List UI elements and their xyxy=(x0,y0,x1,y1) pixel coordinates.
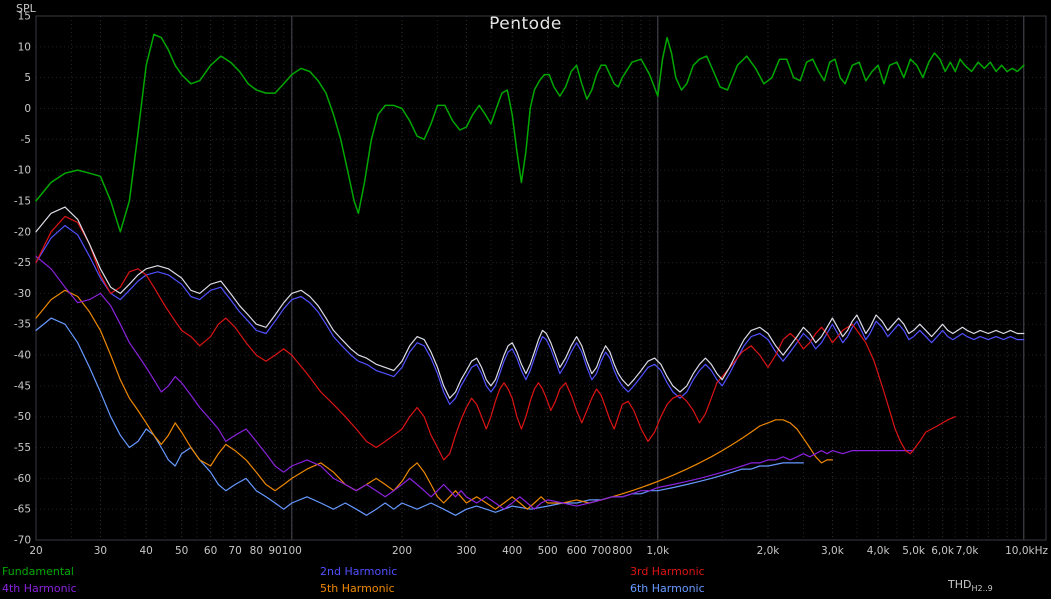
svg-text:700: 700 xyxy=(591,545,611,557)
svg-text:10: 10 xyxy=(18,41,31,53)
svg-text:80: 80 xyxy=(250,545,263,557)
legend-2nd-harmonic[interactable]: 2nd Harmonic xyxy=(320,565,398,578)
svg-text:90: 90 xyxy=(268,545,281,557)
svg-text:-5: -5 xyxy=(21,134,31,146)
svg-text:-45: -45 xyxy=(14,380,31,392)
svg-text:600: 600 xyxy=(567,545,587,557)
svg-text:-50: -50 xyxy=(14,411,31,423)
svg-text:-65: -65 xyxy=(14,504,31,516)
svg-text:5: 5 xyxy=(24,72,31,84)
svg-text:300: 300 xyxy=(456,545,476,557)
svg-text:50: 50 xyxy=(175,545,188,557)
svg-text:1,0k: 1,0k xyxy=(646,545,670,557)
svg-text:3,0k: 3,0k xyxy=(821,545,845,557)
svg-text:15: 15 xyxy=(18,11,31,23)
svg-text:500: 500 xyxy=(538,545,558,557)
legend-3rd-harmonic[interactable]: 3rd Harmonic xyxy=(630,565,705,578)
legend-4th-harmonic[interactable]: 4th Harmonic xyxy=(2,582,77,595)
svg-text:800: 800 xyxy=(612,545,632,557)
svg-text:6,0k: 6,0k xyxy=(931,545,955,557)
legend-thd[interactable]: THDH2..9 xyxy=(948,578,993,593)
svg-text:100: 100 xyxy=(282,545,302,557)
svg-text:-55: -55 xyxy=(14,442,31,454)
chart-title: Pentode xyxy=(489,14,562,34)
legend-fundamental[interactable]: Fundamental xyxy=(2,565,74,578)
svg-text:-40: -40 xyxy=(14,350,31,362)
legend-5th-harmonic[interactable]: 5th Harmonic xyxy=(320,582,395,595)
plot-area[interactable]: 151050-5-10-15-20-25-30-35-40-45-50-55-6… xyxy=(0,0,1051,560)
svg-text:400: 400 xyxy=(502,545,522,557)
svg-text:200: 200 xyxy=(392,545,412,557)
svg-text:70: 70 xyxy=(228,545,241,557)
svg-text:-70: -70 xyxy=(14,535,31,547)
svg-text:-30: -30 xyxy=(14,288,31,300)
svg-text:20: 20 xyxy=(29,545,42,557)
svg-text:-15: -15 xyxy=(14,195,31,207)
svg-text:-60: -60 xyxy=(14,473,31,485)
svg-text:7,0k: 7,0k xyxy=(956,545,980,557)
y-axis-label: SPL xyxy=(16,2,36,15)
thd-text: THD xyxy=(948,578,972,591)
legend-6th-harmonic[interactable]: 6th Harmonic xyxy=(630,582,705,595)
svg-text:-35: -35 xyxy=(14,319,31,331)
svg-text:-25: -25 xyxy=(14,257,31,269)
svg-text:5,0k: 5,0k xyxy=(902,545,926,557)
svg-text:0: 0 xyxy=(24,103,31,115)
svg-text:30: 30 xyxy=(94,545,107,557)
svg-text:2,0k: 2,0k xyxy=(757,545,781,557)
svg-text:10,0kHz: 10,0kHz xyxy=(1005,545,1048,557)
svg-text:40: 40 xyxy=(139,545,152,557)
svg-text:-20: -20 xyxy=(14,226,31,238)
svg-text:-10: -10 xyxy=(14,165,31,177)
svg-text:60: 60 xyxy=(204,545,217,557)
thd-subscript: H2..9 xyxy=(971,584,993,594)
svg-text:4,0k: 4,0k xyxy=(867,545,891,557)
